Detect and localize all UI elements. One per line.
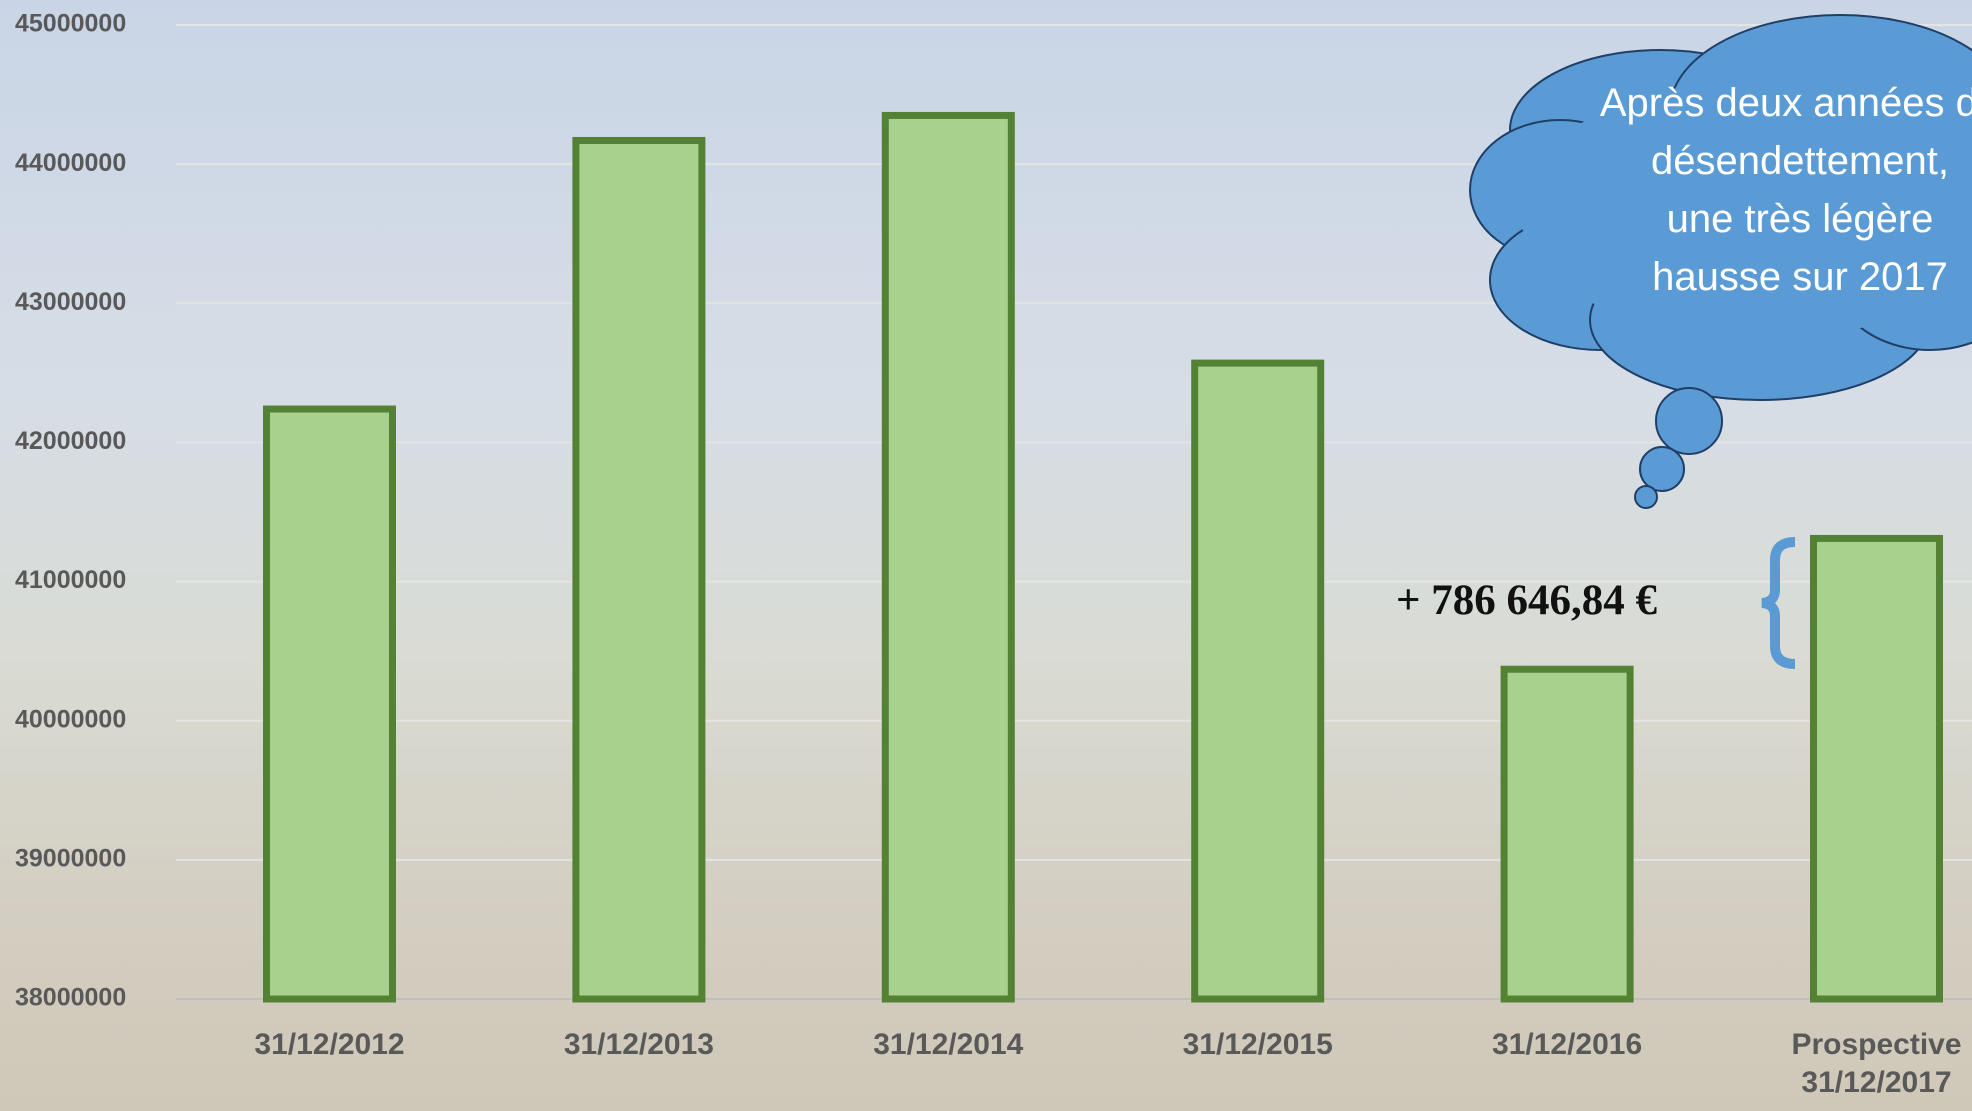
cloud-text: Après deux années de désendettement, une… (1599, 81, 1972, 299)
y-tick-label: 44000000 (15, 149, 126, 177)
x-tick-label: 31/12/2013 (563, 1028, 714, 1061)
x-tick-label: Prospective 31/12/2017 (1791, 1028, 1962, 1099)
bar (1810, 534, 1943, 1003)
annotation: + 786 646,84 € (1396, 577, 1658, 624)
thought-cloud (1469, 14, 1972, 509)
y-tick-label: 42000000 (15, 427, 126, 455)
bar (572, 136, 706, 1003)
x-tick-label: 31/12/2016 (1492, 1028, 1643, 1061)
x-tick-label: 31/12/2012 (254, 1028, 405, 1061)
bar (1500, 665, 1634, 1003)
y-tick-label: 43000000 (15, 288, 126, 316)
bar (263, 405, 396, 1003)
y-tick-label: 38000000 (15, 984, 126, 1012)
bar (1191, 359, 1325, 1003)
y-tick-label: 41000000 (15, 566, 126, 594)
x-tick-label: 31/12/2014 (873, 1028, 1024, 1061)
x-tick-label: 31/12/2015 (1182, 1028, 1333, 1061)
y-tick-label: 40000000 (15, 705, 126, 733)
brace (1761, 537, 1796, 669)
bar (881, 111, 1015, 1003)
y-tick-label: 39000000 (15, 844, 126, 872)
y-tick-label: 45000000 (15, 10, 126, 38)
